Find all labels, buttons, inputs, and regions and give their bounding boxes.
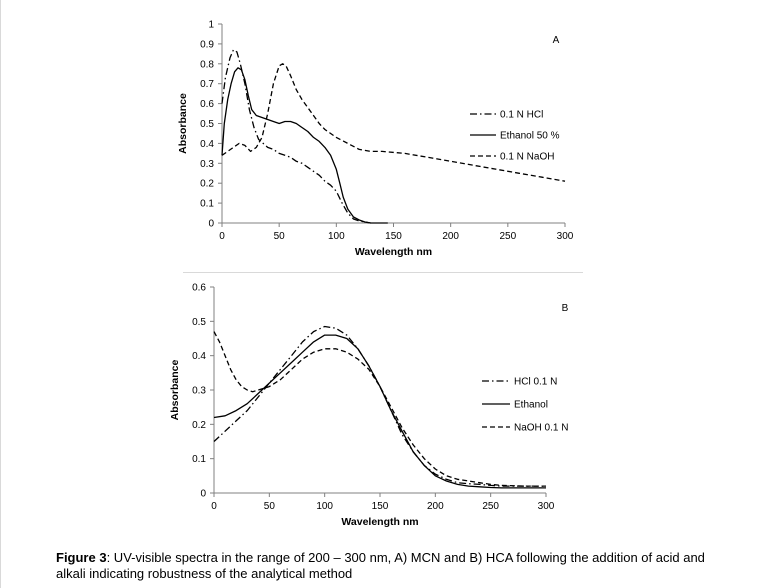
y-tick-label: 0.3 <box>200 159 214 170</box>
panel-label: A <box>553 35 560 46</box>
x-tick-label: 250 <box>482 501 499 512</box>
chart-panel-a: 0 0.1 0.2 0.3 0.4 0.5 0.6 0.7 0.8 0.9 1 0 50 100 150 20… <box>177 20 574 259</box>
caption-text: : UV-visible spectra in the range of 200… <box>56 550 705 581</box>
x-tick-label: 0 <box>211 501 217 512</box>
series-line-3 <box>213 331 546 487</box>
y-tick-label: 0.8 <box>200 59 214 70</box>
y-tick-label: 0.6 <box>200 99 214 110</box>
x-tick-label: 0 <box>219 231 225 242</box>
x-tick-label: 100 <box>328 231 345 242</box>
y-tick-label: 0.5 <box>192 317 206 328</box>
y-tick-label: 0.4 <box>192 351 206 362</box>
legend-label-3: 0.1 N NaOH <box>500 152 554 163</box>
x-tick-label: 50 <box>264 501 276 512</box>
y-axis-title: Absorbance <box>177 93 189 154</box>
figure-caption: Figure 3: UV-visible spectra in the rang… <box>56 550 736 582</box>
y-tick-label: 1 <box>208 20 214 31</box>
y-axis-title: Absorbance <box>169 360 181 421</box>
legend-label-2: Ethanol 50 % <box>500 131 560 142</box>
y-tick-label: 0.3 <box>192 386 206 397</box>
x-tick-label: 200 <box>427 501 444 512</box>
caption-label: Figure 3 <box>56 550 107 565</box>
x-tick-label: 150 <box>372 501 389 512</box>
y-tick-label: 0.2 <box>200 179 214 190</box>
y-tick-label: 0.1 <box>192 454 206 465</box>
legend-label-3: NaOH 0.1 N <box>514 423 568 434</box>
x-axis-title: Wavelength nm <box>355 246 432 258</box>
y-tick-label: 0.6 <box>192 283 206 294</box>
series-line-2 <box>221 67 388 224</box>
x-tick-label: 250 <box>499 231 516 242</box>
legend-label-1: HCl 0.1 N <box>514 377 557 388</box>
x-tick-label: 150 <box>385 231 402 242</box>
y-tick-label: 0.5 <box>200 119 214 130</box>
panel-divider <box>183 272 583 273</box>
y-tick-label: 0 <box>208 219 214 230</box>
page-left-border <box>0 0 1 588</box>
legend-label-1: 0.1 N HCl <box>500 110 543 121</box>
x-axis-title: Wavelength nm <box>341 516 418 528</box>
series-line-1 <box>221 49 371 224</box>
x-tick-label: 100 <box>316 501 333 512</box>
y-tick-label: 0.9 <box>200 39 214 50</box>
y-tick-label: 0 <box>200 489 206 500</box>
x-tick-label: 200 <box>442 231 459 242</box>
panel-label: B <box>562 303 569 314</box>
x-tick-label: 300 <box>557 231 574 242</box>
y-tick-label: 0.7 <box>200 79 214 90</box>
y-tick-label: 0.4 <box>200 139 214 150</box>
y-tick-label: 0.2 <box>192 420 206 431</box>
y-tick-label: 0.1 <box>200 199 214 210</box>
x-tick-label: 300 <box>538 501 555 512</box>
series-line-1 <box>213 325 546 487</box>
legend-label-2: Ethanol <box>514 400 548 411</box>
series-line-2 <box>213 334 546 489</box>
x-tick-label: 50 <box>274 231 286 242</box>
